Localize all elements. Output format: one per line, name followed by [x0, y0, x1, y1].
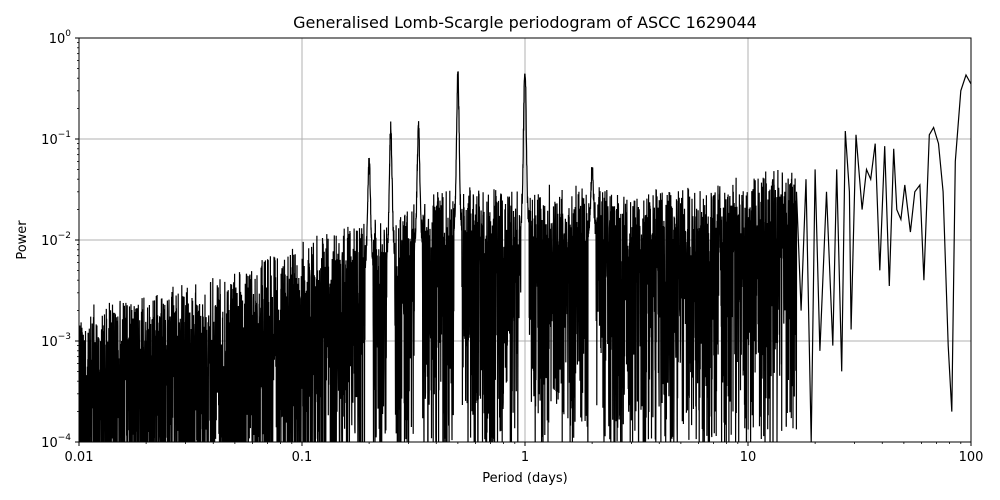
x-tick-label: 100 [959, 450, 984, 465]
x-tick-label: 1 [521, 450, 529, 465]
y-tick-label: 10−1 [41, 130, 71, 148]
x-tick-label: 0.01 [65, 450, 94, 465]
x-tick-label: 0.1 [292, 450, 313, 465]
y-axis-label: Power [15, 220, 30, 260]
tick-layer: 0.01 0.1 1 10 100 10−4 10−3 10−2 10−1 100 [41, 29, 983, 465]
y-tick-label: 10−2 [41, 231, 71, 249]
series-line-layer [79, 71, 971, 442]
periodogram-series-line [79, 71, 971, 442]
y-tick-label: 100 [49, 29, 72, 47]
chart-title: Generalised Lomb-Scargle periodogram of … [293, 13, 757, 32]
x-tick-label: 10 [740, 450, 757, 465]
y-tick-label: 10−3 [41, 332, 71, 350]
x-axis-label: Period (days) [482, 471, 568, 486]
y-tick-label: 10−4 [41, 433, 71, 451]
